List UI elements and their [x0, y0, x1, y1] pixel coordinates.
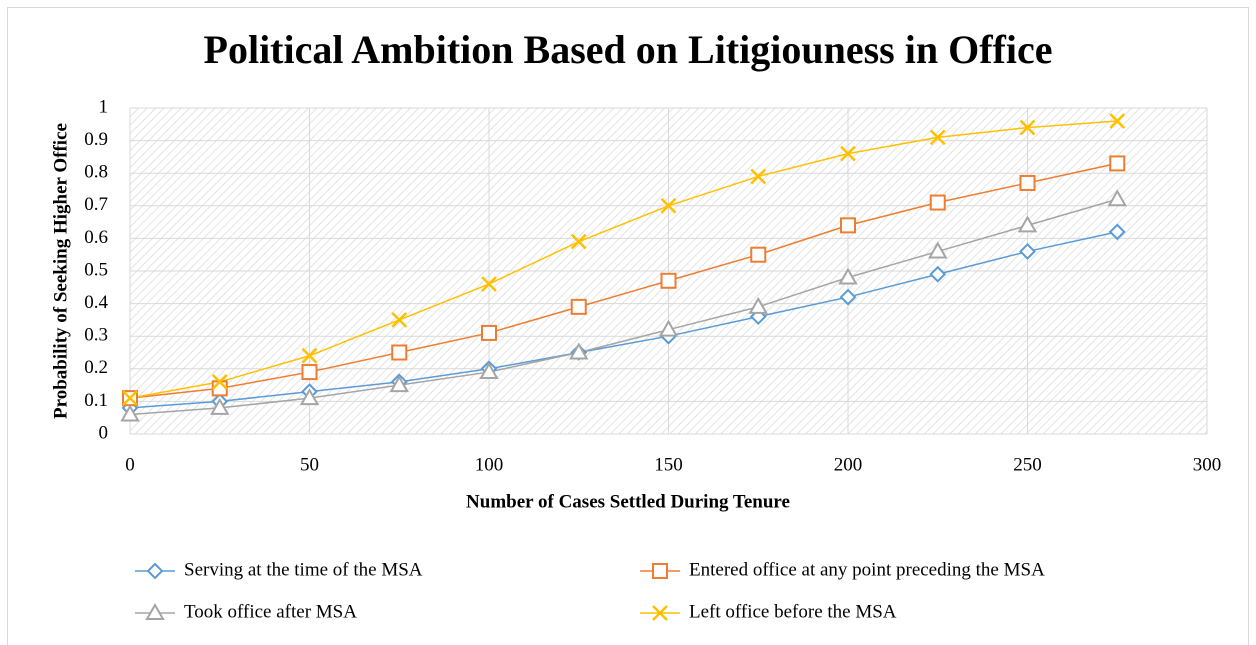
x-tick-label: 0: [125, 454, 135, 475]
legend-label: Took office after MSA: [184, 601, 357, 622]
marker: [840, 217, 856, 234]
series-line: [129, 162, 1118, 399]
y-tick-label: 0.6: [84, 227, 108, 248]
y-tick-label: 0.1: [84, 390, 108, 411]
marker: [660, 197, 677, 214]
x-axis-title: Number of Cases Settled During Tenure: [466, 491, 790, 512]
legend-item: Left office before the MSA: [640, 601, 897, 622]
legend-item: Entered office at any point preceding th…: [640, 559, 1045, 580]
marker: [652, 563, 668, 579]
marker: [929, 265, 947, 283]
marker: [839, 288, 857, 306]
marker: [301, 364, 318, 381]
marker: [1017, 215, 1038, 233]
x-tick-label: 200: [834, 454, 863, 475]
marker: [658, 319, 679, 337]
marker: [750, 168, 767, 185]
marker: [929, 194, 946, 211]
marker: [748, 296, 768, 314]
x-tick-label: 100: [475, 454, 504, 475]
marker: [122, 390, 138, 407]
series-line: [129, 198, 1118, 416]
marker: [1107, 189, 1127, 207]
y-tick-label: 0.8: [84, 162, 108, 183]
marker: [570, 298, 587, 315]
marker: [391, 312, 408, 328]
y-tick-label: 1: [99, 96, 109, 117]
marker: [570, 233, 587, 250]
marker: [479, 362, 499, 380]
y-tick-label: 0.5: [84, 259, 108, 280]
marker: [652, 605, 668, 621]
x-tick-label: 150: [654, 454, 683, 475]
y-tick-label: 0.9: [84, 129, 108, 150]
marker: [929, 129, 946, 146]
marker: [145, 602, 165, 620]
marker: [146, 562, 164, 580]
y-tick-label: 0.7: [84, 194, 108, 215]
marker: [210, 397, 230, 415]
y-tick-label: 0.3: [84, 325, 108, 346]
marker: [750, 246, 767, 263]
marker: [1109, 113, 1126, 129]
marker: [840, 145, 856, 162]
marker: [838, 267, 858, 285]
marker: [299, 388, 320, 406]
y-tick-label: 0.4: [84, 292, 108, 313]
legend-label: Serving at the time of the MSA: [184, 559, 423, 580]
marker: [1019, 174, 1036, 191]
marker: [120, 404, 140, 422]
marker: [1109, 155, 1126, 172]
chart-title: Political Ambition Based on Litigiouness…: [204, 27, 1053, 72]
series-line: [129, 120, 1118, 399]
legend-item: Serving at the time of the MSA: [135, 559, 423, 580]
marker: [301, 347, 318, 364]
series-line: [129, 231, 1118, 409]
x-tick-label: 50: [300, 454, 319, 475]
legend-label: Left office before the MSA: [689, 601, 897, 622]
marker: [569, 342, 589, 360]
marker: [391, 344, 408, 361]
marker: [389, 375, 409, 393]
y-axis-title: Probability of Seeking Higher Office: [50, 123, 71, 419]
marker: [481, 276, 497, 292]
legend-label: Entered office at any point preceding th…: [689, 559, 1045, 580]
legend-item: Took office after MSA: [135, 601, 357, 622]
x-tick-label: 250: [1013, 454, 1042, 475]
y-tick-label: 0.2: [84, 357, 108, 378]
marker: [481, 324, 497, 341]
x-tick-label: 300: [1193, 454, 1222, 475]
marker: [211, 373, 228, 390]
marker: [1019, 119, 1036, 136]
marker: [1019, 243, 1036, 260]
marker: [1108, 223, 1126, 241]
y-tick-label: 0: [99, 422, 109, 443]
marker: [928, 241, 948, 259]
marker: [660, 272, 677, 289]
